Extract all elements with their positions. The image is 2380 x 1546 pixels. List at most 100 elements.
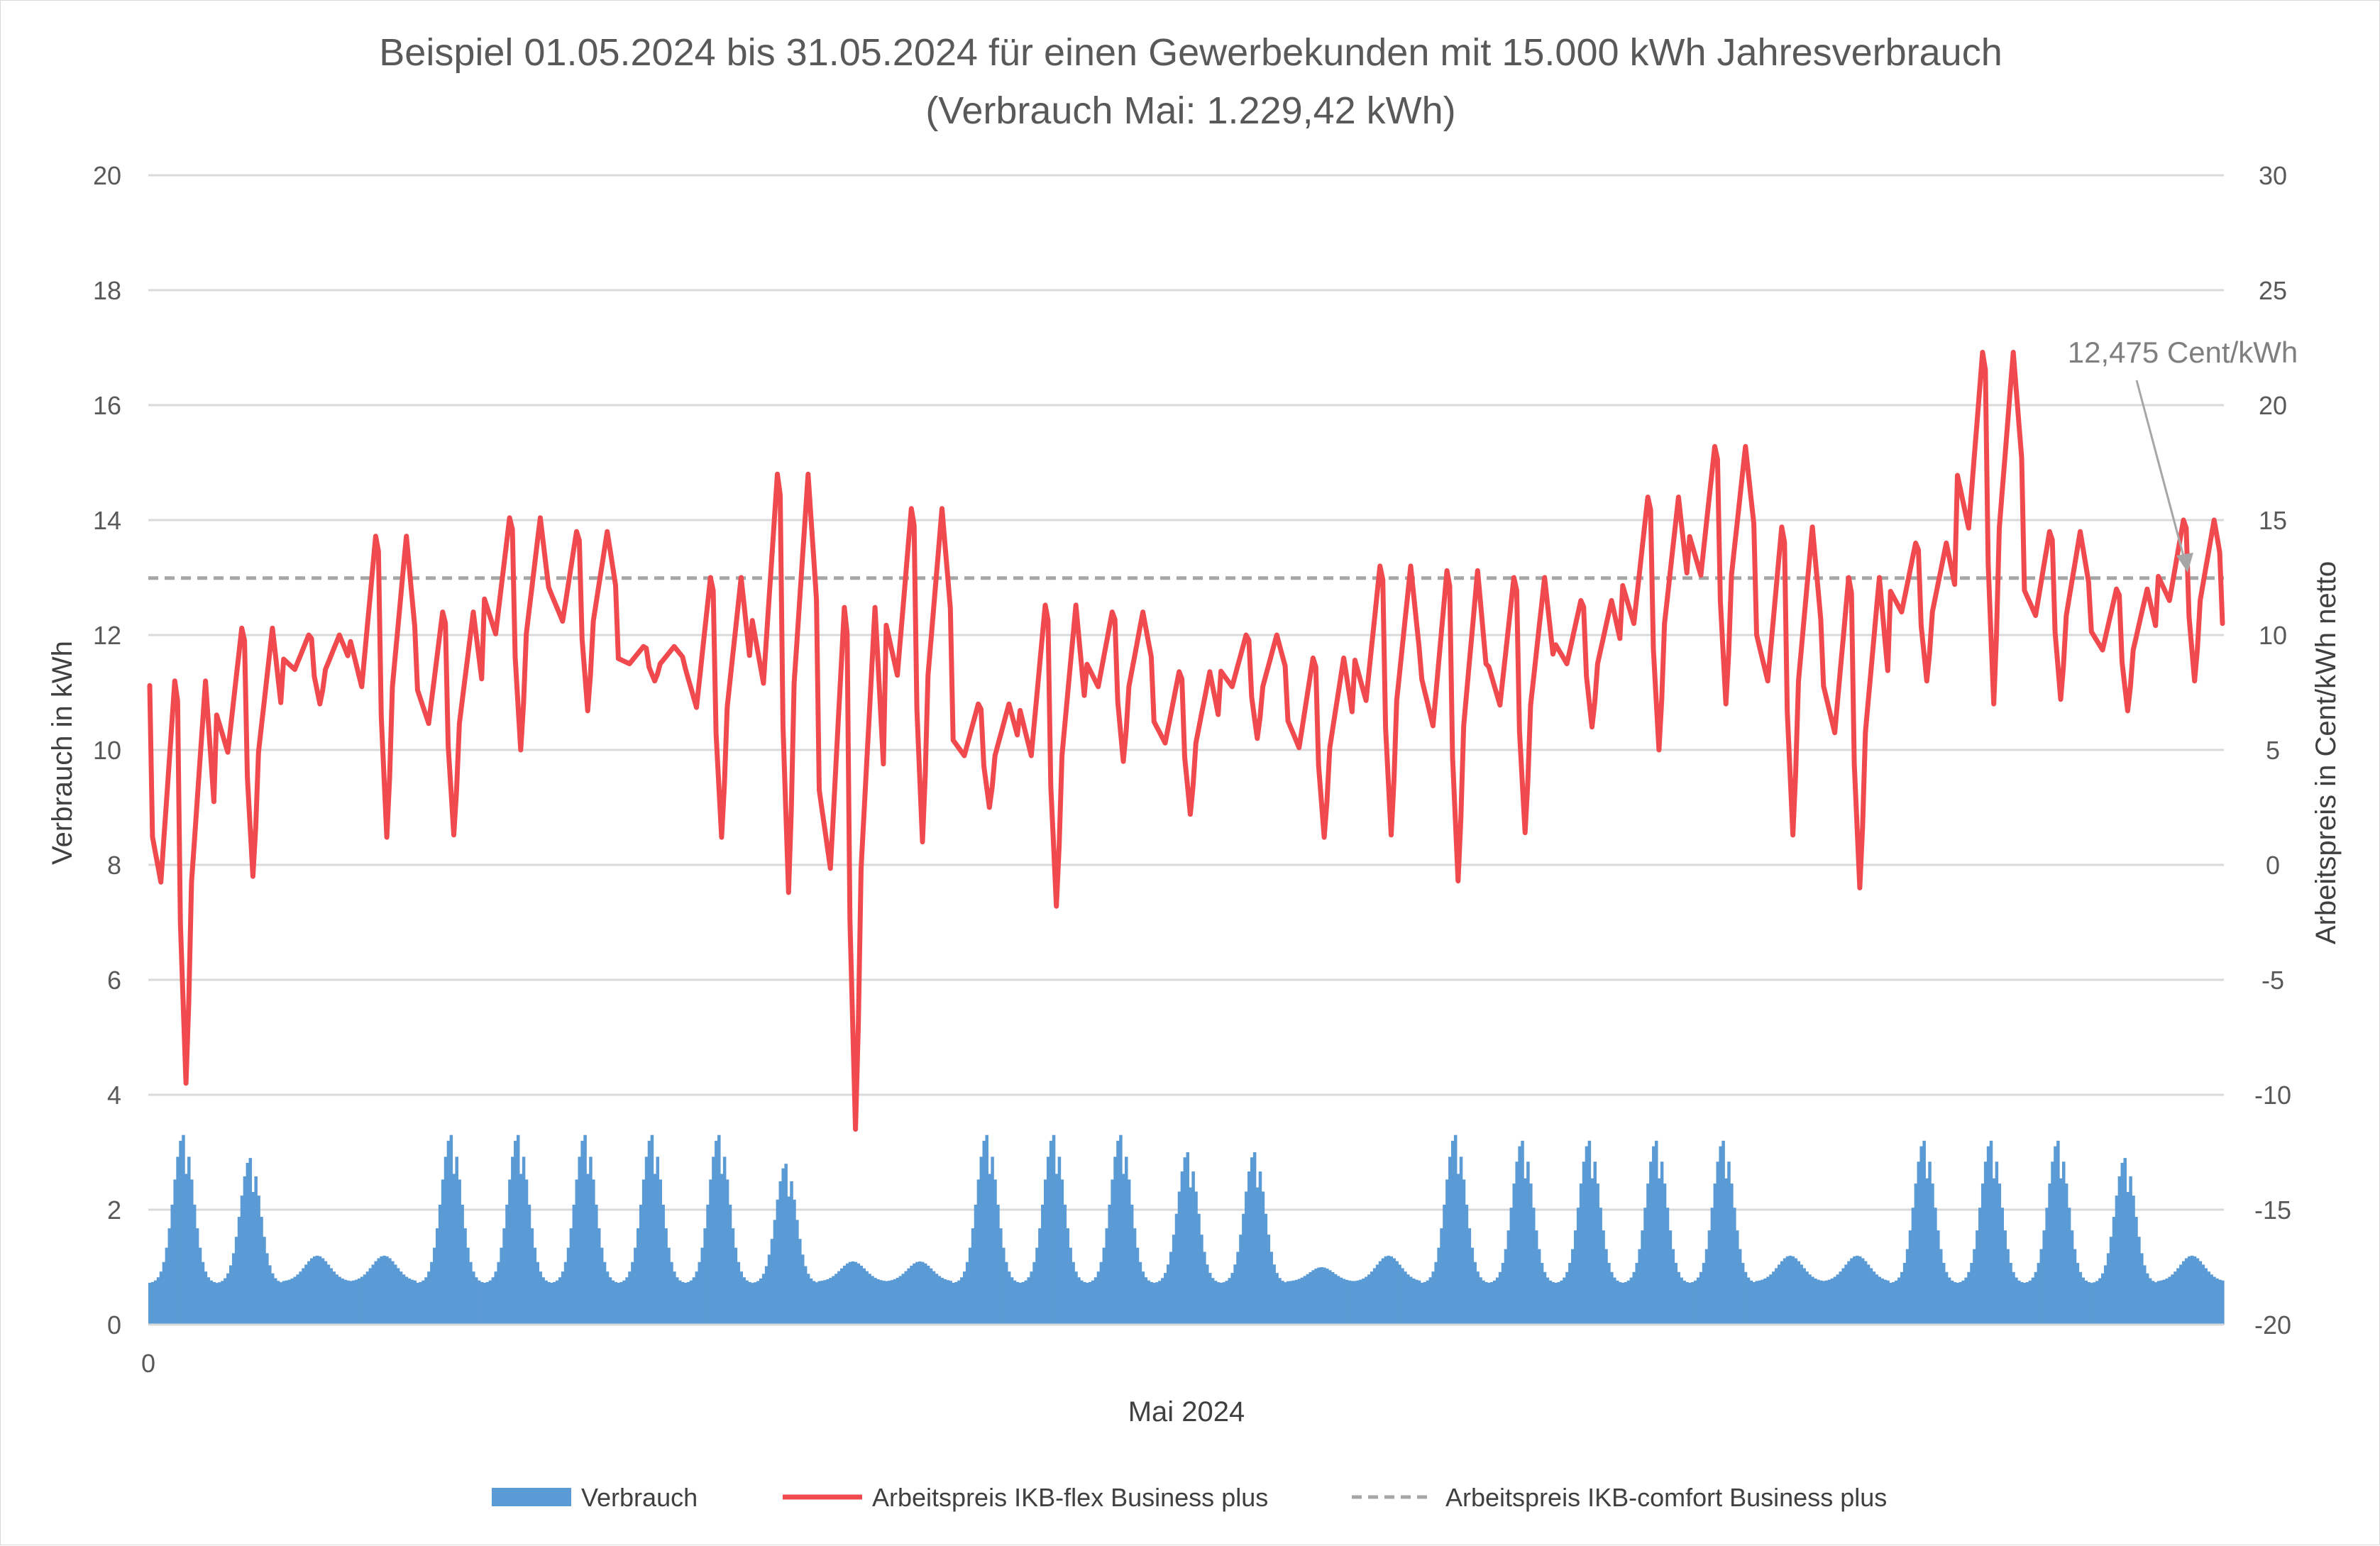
consumption-bar [874, 1278, 877, 1325]
comfort-price-annotation: 12,475 Cent/kWh [2068, 336, 2298, 369]
consumption-bar [530, 1228, 534, 1325]
consumption-bar [1671, 1249, 1675, 1325]
consumption-bar [890, 1280, 894, 1325]
consumption-bar [251, 1192, 255, 1325]
consumption-bar [449, 1134, 453, 1325]
consumption-bar [438, 1204, 442, 1325]
consumption-bar [748, 1281, 751, 1325]
consumption-bar [1551, 1282, 1555, 1325]
consumption-bar [1147, 1280, 1150, 1325]
consumption-bar [1546, 1277, 1550, 1325]
consumption-bar [472, 1271, 475, 1325]
consumption-bar [2037, 1262, 2041, 1325]
consumption-bar [1953, 1282, 1957, 1325]
consumption-bar [778, 1181, 783, 1325]
consumption-bar [1808, 1274, 1812, 1325]
consumption-bar [1704, 1249, 1709, 1325]
consumption-bar [2000, 1208, 2005, 1325]
consumption-bar [2093, 1282, 2096, 1325]
consumption-bar [1336, 1276, 1340, 1325]
consumption-bar [371, 1264, 375, 1325]
consumption-bar [898, 1276, 903, 1325]
consumption-bar [1116, 1140, 1120, 1325]
consumption-bar [1769, 1274, 1773, 1325]
consumption-bar [1688, 1283, 1692, 1325]
consumption-bar [165, 1247, 169, 1325]
consumption-bar [1088, 1281, 1092, 1325]
consumption-bar [1130, 1204, 1134, 1325]
consumption-bar [1281, 1281, 1284, 1325]
consumption-bar [1805, 1271, 1809, 1325]
consumption-bar [842, 1265, 847, 1325]
consumption-bar [566, 1247, 571, 1325]
consumption-bar [276, 1281, 280, 1325]
consumption-bar [156, 1277, 160, 1325]
consumption-bar [954, 1281, 958, 1325]
consumption-bar [1409, 1276, 1413, 1325]
consumption-bar [187, 1156, 191, 1325]
consumption-bar [962, 1271, 966, 1325]
consumption-bar [678, 1280, 682, 1325]
consumption-bar [1498, 1271, 1502, 1325]
consumption-bar [1763, 1278, 1767, 1325]
consumption-bar [2009, 1262, 2012, 1325]
consumption-bar [485, 1281, 490, 1325]
consumption-bar [720, 1174, 724, 1325]
consumption-bar [1576, 1208, 1580, 1325]
consumption-bar [318, 1256, 322, 1325]
consumption-bar [1755, 1281, 1759, 1325]
consumption-bar [1775, 1268, 1778, 1325]
consumption-bar [1328, 1270, 1332, 1325]
consumption-bar [1291, 1280, 1296, 1325]
consumption-bar [1819, 1280, 1823, 1325]
consumption-bar [2156, 1281, 2161, 1325]
consumption-bar [502, 1228, 506, 1325]
consumption-bar [1794, 1258, 1798, 1325]
consumption-bar [533, 1247, 537, 1325]
consumption-bar [683, 1282, 688, 1325]
consumption-bar [1320, 1267, 1323, 1325]
consumption-bar [1587, 1140, 1592, 1325]
consumption-bar [1228, 1278, 1232, 1325]
consumption-bar [1208, 1273, 1212, 1325]
consumption-bar [198, 1247, 202, 1325]
consumption-bar [2187, 1256, 2191, 1325]
consumption-bar [218, 1282, 221, 1325]
consumption-bar [539, 1271, 542, 1325]
consumption-bar [1557, 1282, 1560, 1325]
consumption-bar [1914, 1183, 1918, 1325]
consumption-bar [1524, 1178, 1527, 1325]
left-tick-label: 12 [93, 621, 121, 650]
consumption-bar [1252, 1152, 1257, 1325]
consumption-bar [1367, 1274, 1371, 1325]
consumption-bar [226, 1273, 230, 1325]
left-axis-label: Verbrauch in kWh [47, 641, 78, 865]
consumption-bar [1998, 1183, 2002, 1325]
consumption-bar [173, 1179, 177, 1325]
consumption-bar [2109, 1237, 2113, 1325]
consumption-bar [2168, 1276, 2171, 1325]
right-tick-label: 10 [2259, 621, 2287, 650]
consumption-bar [608, 1277, 612, 1325]
left-axis-ticks: 0 2 4 6 8 10 12 14 16 18 20 [93, 161, 121, 1340]
consumption-bar [1836, 1274, 1840, 1325]
consumption-bar [1180, 1171, 1184, 1325]
consumption-bar [572, 1204, 576, 1325]
consumption-bar [2190, 1255, 2194, 1325]
consumption-bar [1565, 1271, 1569, 1325]
consumption-bar [943, 1279, 947, 1325]
consumption-bar [1284, 1282, 1287, 1325]
consumption-bar [1626, 1280, 1631, 1325]
consumption-bar [1423, 1281, 1427, 1325]
consumption-bar [2095, 1281, 2099, 1325]
consumption-bar [224, 1278, 227, 1325]
consumption-bar [332, 1271, 336, 1325]
consumption-bar [1365, 1276, 1368, 1325]
consumption-bar [413, 1280, 417, 1325]
consumption-bar [1294, 1279, 1299, 1325]
consumption-bar [2022, 1283, 2027, 1325]
consumption-bar [622, 1280, 626, 1325]
consumption-bar [1069, 1247, 1072, 1325]
consumption-bar [260, 1217, 263, 1325]
consumption-bar [182, 1134, 185, 1325]
